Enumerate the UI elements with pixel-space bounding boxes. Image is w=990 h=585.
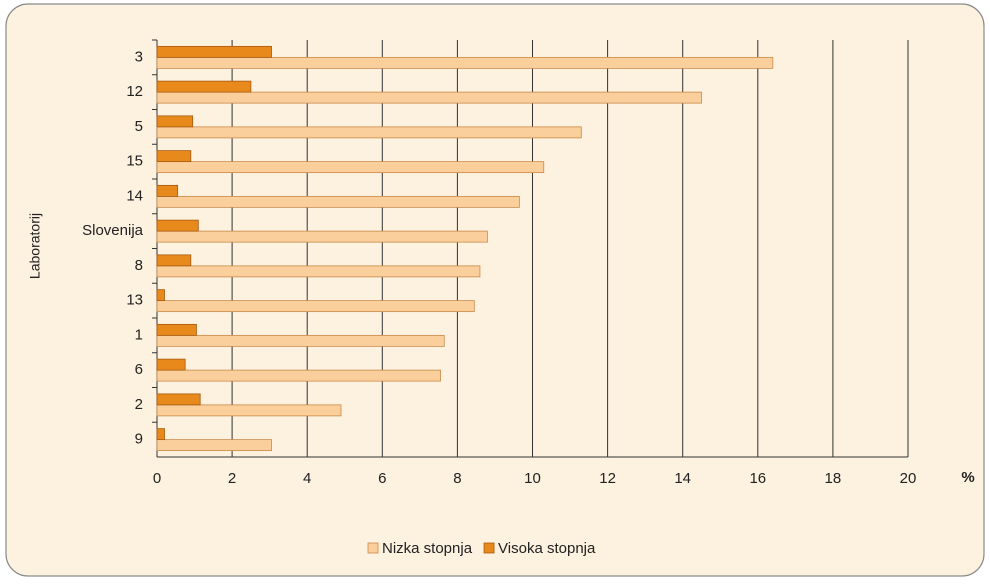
x-tick-label: 12 — [599, 470, 616, 487]
bar — [156, 428, 165, 441]
x-tick-label: 2 — [228, 470, 236, 487]
legend-swatch — [483, 542, 495, 554]
y-tick-label: 13 — [126, 292, 143, 309]
bar — [156, 358, 186, 371]
x-tick-label: 8 — [453, 470, 461, 487]
x-tick-label: 10 — [524, 470, 541, 487]
bar — [156, 115, 194, 128]
x-tick-label: 20 — [900, 470, 917, 487]
bar — [156, 289, 165, 302]
y-tick-label: 6 — [135, 361, 143, 378]
y-axis-label: Laboratorij — [27, 213, 43, 279]
bar — [156, 323, 197, 336]
bar — [156, 45, 272, 58]
bar — [156, 195, 520, 208]
x-tick-label: 14 — [674, 470, 691, 487]
bar — [156, 150, 192, 163]
bar — [156, 300, 475, 313]
bar — [156, 230, 488, 243]
bar — [156, 184, 179, 197]
y-tick-label: 2 — [135, 396, 143, 413]
panel — [5, 3, 985, 577]
bar — [156, 219, 199, 232]
legend-swatch — [367, 542, 379, 554]
bar — [156, 334, 445, 347]
bar — [156, 439, 272, 452]
x-unit: % — [961, 469, 974, 486]
y-tick-label: Slovenija — [82, 222, 144, 239]
legend-label: Nizka stopnja — [382, 540, 473, 557]
y-tick-label: 15 — [126, 153, 143, 170]
bar — [156, 91, 702, 104]
x-tick-label: 0 — [153, 470, 161, 487]
y-tick-label: 12 — [126, 83, 143, 100]
bar — [156, 369, 441, 382]
bar — [156, 80, 252, 93]
y-tick-label: 14 — [126, 187, 143, 204]
bar — [156, 404, 342, 417]
bar — [156, 393, 201, 406]
y-tick-label: 3 — [135, 48, 143, 65]
y-tick-label: 5 — [135, 118, 143, 135]
bar — [156, 161, 545, 174]
x-tick-label: 18 — [825, 470, 842, 487]
bar — [156, 56, 774, 69]
bar — [156, 265, 481, 278]
x-tick-label: 6 — [378, 470, 386, 487]
x-tick-label: 4 — [303, 470, 311, 487]
legend-label: Visoka stopnja — [498, 540, 596, 557]
bar — [156, 126, 582, 139]
bar — [156, 254, 192, 267]
y-tick-label: 9 — [135, 431, 143, 448]
x-tick-label: 16 — [749, 470, 766, 487]
y-tick-label: 8 — [135, 257, 143, 274]
y-tick-label: 1 — [135, 326, 143, 343]
